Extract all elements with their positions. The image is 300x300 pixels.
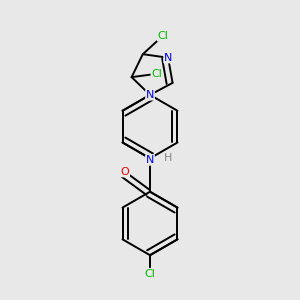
Text: N: N [146,90,154,100]
Text: N: N [164,53,172,63]
Text: Cl: Cl [158,31,168,41]
Text: O: O [121,167,129,177]
Text: Cl: Cl [151,69,162,79]
Text: H: H [164,153,172,163]
Text: Cl: Cl [145,268,155,279]
Text: N: N [146,155,154,165]
